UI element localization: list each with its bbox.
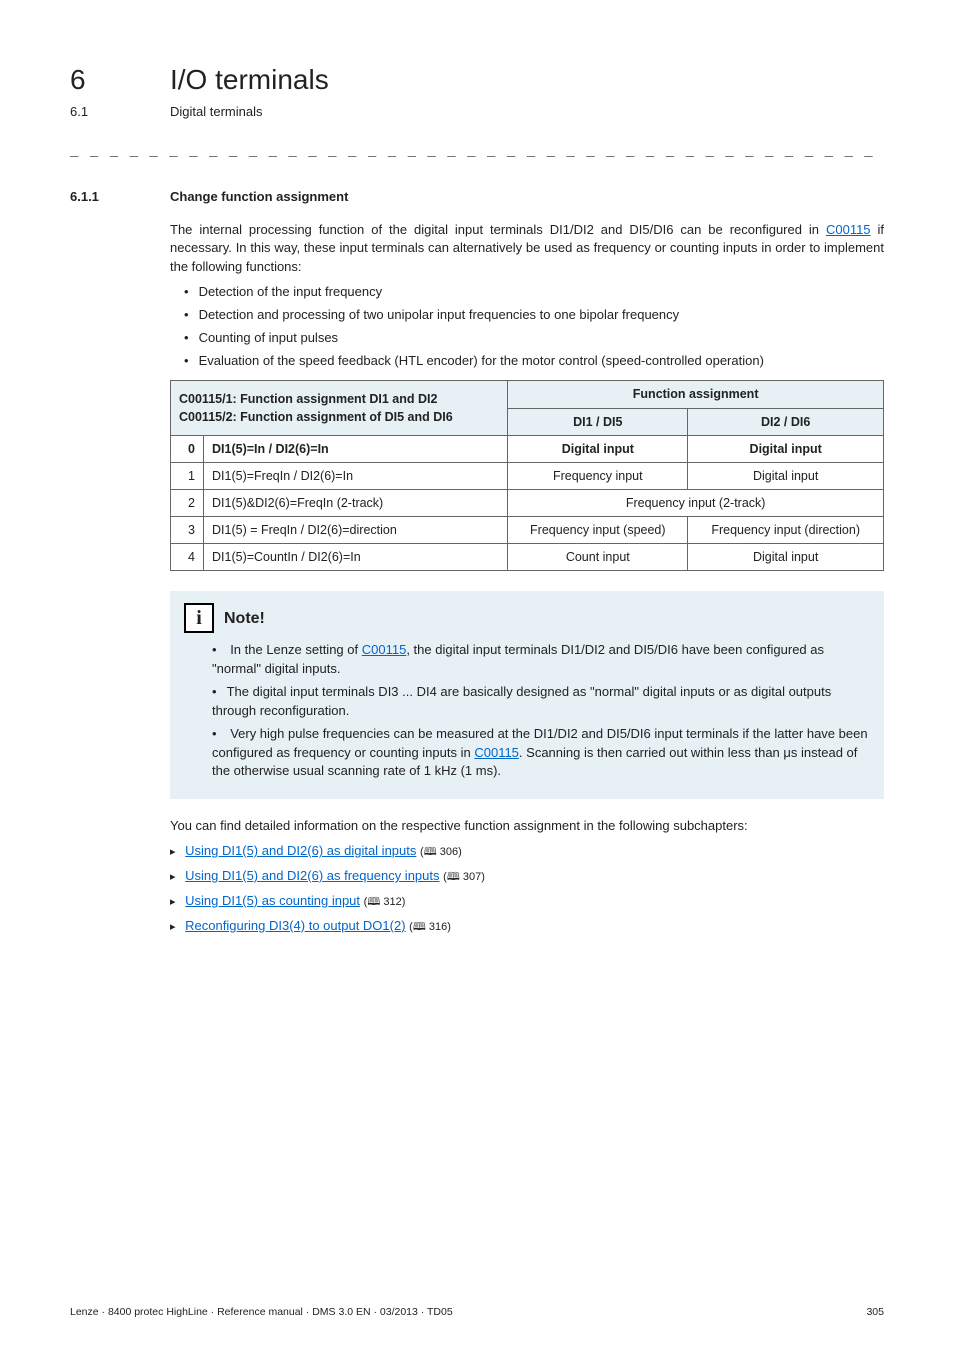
page-ref: (🕮 306) bbox=[420, 846, 462, 858]
link-c00115[interactable]: C00115 bbox=[362, 642, 407, 657]
row-c2: Digital input bbox=[688, 435, 884, 462]
link-digital-inputs[interactable]: Using DI1(5) and DI2(6) as digital input… bbox=[185, 843, 416, 858]
function-assignment-table: C00115/1: Function assignment DI1 and DI… bbox=[170, 380, 884, 571]
book-icon: 🕮 bbox=[447, 871, 460, 883]
note-box: i Note! In the Lenze setting of C00115, … bbox=[170, 591, 884, 799]
header-left-line2: C00115/2: Function assignment of DI5 and… bbox=[179, 408, 499, 426]
book-icon: 🕮 bbox=[367, 896, 380, 908]
row-c1: Frequency input bbox=[508, 462, 688, 489]
row-desc: DI1(5)=In / DI2(6)=In bbox=[204, 435, 508, 462]
body-content: The internal processing function of the … bbox=[170, 221, 884, 936]
intro-bullet-list: Detection of the input frequency Detecti… bbox=[170, 283, 884, 370]
subchapter-links: Using DI1(5) and DI2(6) as digital input… bbox=[170, 842, 884, 936]
table-header-right: Function assignment bbox=[508, 381, 884, 408]
intro-paragraph: The internal processing function of the … bbox=[170, 221, 884, 278]
link-reconfigure-output[interactable]: Reconfiguring DI3(4) to output DO1(2) bbox=[185, 918, 405, 933]
note-item: In the Lenze setting of C00115, the digi… bbox=[212, 641, 870, 679]
link-frequency-inputs[interactable]: Using DI1(5) and DI2(6) as frequency inp… bbox=[185, 868, 439, 883]
link-item: Using DI1(5) and DI2(6) as digital input… bbox=[170, 842, 884, 861]
outro-paragraph: You can find detailed information on the… bbox=[170, 817, 884, 836]
row-c1: Digital input bbox=[508, 435, 688, 462]
row-desc: DI1(5)=FreqIn / DI2(6)=In bbox=[204, 462, 508, 489]
book-icon: 🕮 bbox=[413, 921, 426, 933]
link-c00115[interactable]: C00115 bbox=[474, 745, 519, 760]
row-index: 2 bbox=[171, 489, 204, 516]
row-c2: Frequency input (direction) bbox=[688, 517, 884, 544]
bullet-item: Detection of the input frequency bbox=[184, 283, 884, 302]
link-item: Using DI1(5) and DI2(6) as frequency inp… bbox=[170, 867, 884, 886]
bullet-item: Detection and processing of two unipolar… bbox=[184, 306, 884, 325]
note-item: Very high pulse frequencies can be measu… bbox=[212, 725, 870, 782]
intro-text-a: The internal processing function of the … bbox=[170, 222, 826, 237]
section-header: 6.1.1 Change function assignment bbox=[70, 188, 884, 207]
subchapter-number: 6.1 bbox=[70, 103, 130, 122]
row-desc: DI1(5) = FreqIn / DI2(6)=direction bbox=[204, 517, 508, 544]
row-c2: Digital input bbox=[688, 544, 884, 571]
row-desc: DI1(5)&DI2(6)=FreqIn (2-track) bbox=[204, 489, 508, 516]
link-c00115[interactable]: C00115 bbox=[826, 222, 871, 237]
chapter-number: 6 bbox=[70, 60, 130, 101]
note-list: In the Lenze setting of C00115, the digi… bbox=[184, 641, 870, 781]
footer-page-number: 305 bbox=[866, 1305, 884, 1320]
info-icon: i bbox=[184, 603, 214, 633]
table-header-left: C00115/1: Function assignment DI1 and DI… bbox=[171, 381, 508, 435]
header-left-line1: C00115/1: Function assignment DI1 and DI… bbox=[179, 390, 499, 408]
row-index: 1 bbox=[171, 462, 204, 489]
table-header-row: C00115/1: Function assignment DI1 and DI… bbox=[171, 381, 884, 408]
book-icon: 🕮 bbox=[424, 846, 437, 858]
row-index: 0 bbox=[171, 435, 204, 462]
link-item: Using DI1(5) as counting input (🕮 312) bbox=[170, 892, 884, 911]
bullet-item: Evaluation of the speed feedback (HTL en… bbox=[184, 352, 884, 371]
chapter-header: 6 I/O terminals bbox=[70, 60, 884, 101]
page-ref: (🕮 312) bbox=[364, 896, 406, 908]
footer-left: Lenze · 8400 protec HighLine · Reference… bbox=[70, 1305, 453, 1320]
table-row: 1 DI1(5)=FreqIn / DI2(6)=In Frequency in… bbox=[171, 462, 884, 489]
col-di2: DI2 / DI6 bbox=[688, 408, 884, 435]
row-c2: Digital input bbox=[688, 462, 884, 489]
section-title: Change function assignment bbox=[170, 188, 348, 207]
chapter-title: I/O terminals bbox=[170, 60, 329, 101]
row-c1: Count input bbox=[508, 544, 688, 571]
note-title: Note! bbox=[224, 607, 265, 630]
note-item: The digital input terminals DI3 ... DI4 … bbox=[212, 683, 870, 721]
table-row: 0 DI1(5)=In / DI2(6)=In Digital input Di… bbox=[171, 435, 884, 462]
subchapter-header: 6.1 Digital terminals bbox=[70, 103, 884, 122]
row-desc: DI1(5)=CountIn / DI2(6)=In bbox=[204, 544, 508, 571]
note-text-a: In the Lenze setting of bbox=[230, 642, 362, 657]
link-item: Reconfiguring DI3(4) to output DO1(2) (🕮… bbox=[170, 917, 884, 936]
section-number: 6.1.1 bbox=[70, 188, 130, 207]
divider-dashed: _ _ _ _ _ _ _ _ _ _ _ _ _ _ _ _ _ _ _ _ … bbox=[70, 139, 884, 159]
table-row: 4 DI1(5)=CountIn / DI2(6)=In Count input… bbox=[171, 544, 884, 571]
row-index: 3 bbox=[171, 517, 204, 544]
table-row: 2 DI1(5)&DI2(6)=FreqIn (2-track) Frequen… bbox=[171, 489, 884, 516]
row-merged: Frequency input (2-track) bbox=[508, 489, 884, 516]
link-counting-input[interactable]: Using DI1(5) as counting input bbox=[185, 893, 360, 908]
row-index: 4 bbox=[171, 544, 204, 571]
note-header: i Note! bbox=[184, 603, 870, 633]
table-row: 3 DI1(5) = FreqIn / DI2(6)=direction Fre… bbox=[171, 517, 884, 544]
subchapter-title: Digital terminals bbox=[170, 103, 262, 122]
page-ref: (🕮 316) bbox=[409, 921, 451, 933]
col-di1: DI1 / DI5 bbox=[508, 408, 688, 435]
page-footer: Lenze · 8400 protec HighLine · Reference… bbox=[70, 1305, 884, 1320]
row-c1: Frequency input (speed) bbox=[508, 517, 688, 544]
bullet-item: Counting of input pulses bbox=[184, 329, 884, 348]
page-ref: (🕮 307) bbox=[443, 871, 485, 883]
